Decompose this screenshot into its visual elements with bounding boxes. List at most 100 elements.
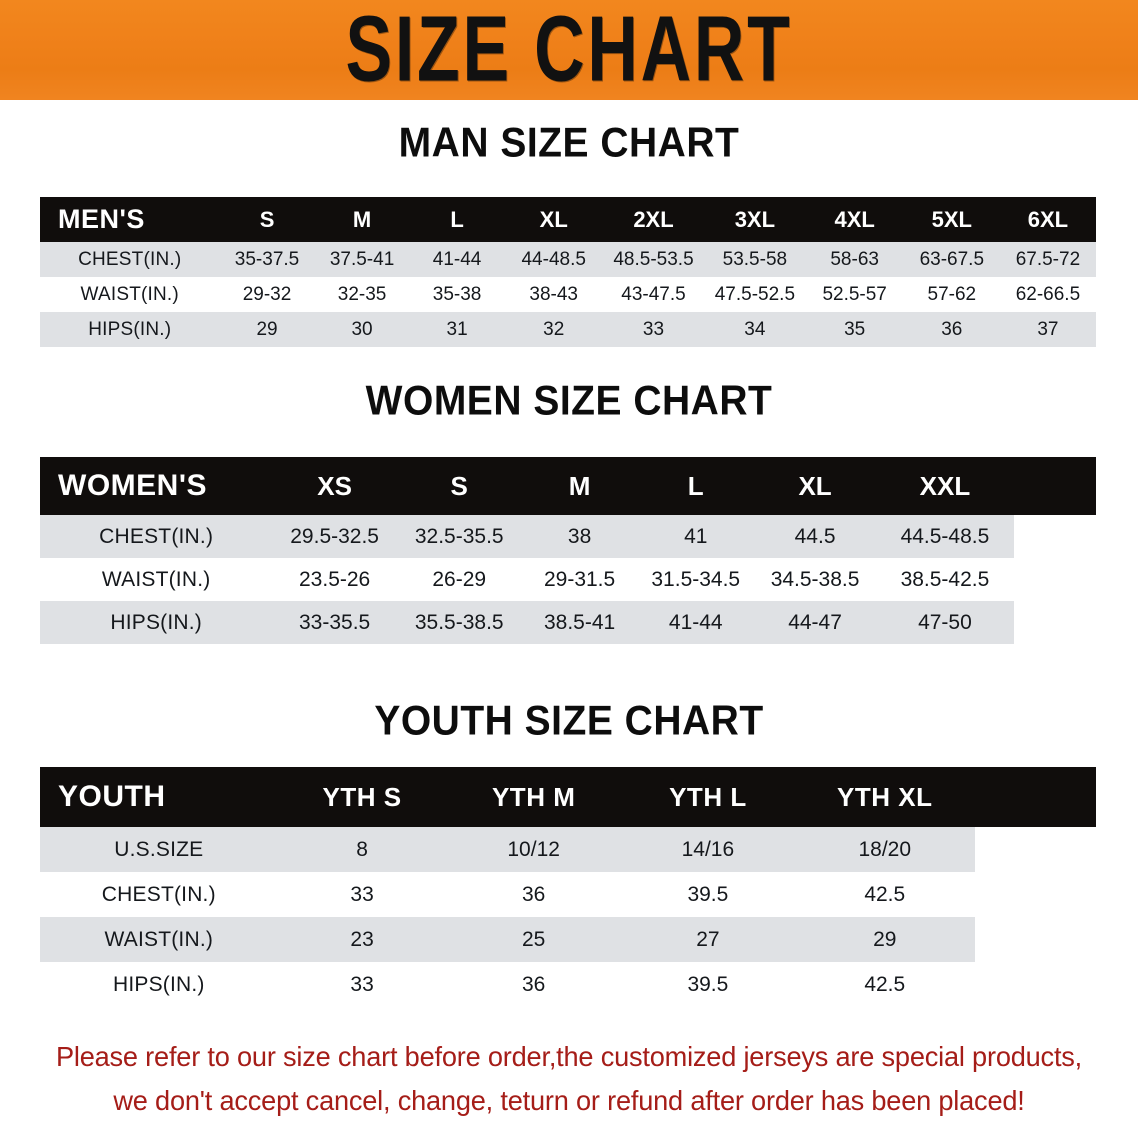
- table-row: HIPS(IN.) 29 30 31 32 33 34 35 36 37: [40, 312, 1096, 347]
- youth-row-spacer: [974, 962, 1096, 1007]
- men-size-header-xl: XL: [539, 206, 568, 232]
- women-chest-m: 38: [567, 524, 592, 548]
- women-waist-m: 29-31.5: [543, 567, 616, 591]
- men-chest-xl: 44-48.5: [521, 248, 586, 270]
- men-size-header-s: S: [259, 206, 275, 232]
- youth-chest-xl: 42.5: [864, 882, 906, 906]
- men-size-header-6xl: 6XL: [1027, 206, 1069, 232]
- men-corner-label: MEN'S: [58, 204, 145, 234]
- men-size-header-5xl: 5XL: [931, 206, 972, 232]
- youth-us-size-xl: 18/20: [858, 837, 912, 861]
- women-row-spacer: [1013, 558, 1096, 601]
- men-waist-l: 35-38: [432, 283, 482, 305]
- table-row: WAIST(IN.) 29-32 32-35 35-38 38-43 43-47…: [40, 277, 1096, 312]
- men-size-header-m: M: [352, 206, 372, 232]
- youth-waist-l: 27: [696, 927, 720, 951]
- table-row: WAIST(IN.) 23.5-26 26-29 29-31.5 31.5-34…: [40, 558, 1096, 601]
- youth-table-head: YOUTH YTH S YTH M YTH L YTH XL: [40, 767, 1096, 827]
- table-row: WAIST(IN.) 23 25 27 29: [40, 917, 1096, 962]
- men-waist-6xl: 62-66.5: [1015, 283, 1081, 305]
- youth-size-header-m: YTH M: [491, 781, 576, 812]
- women-size-header-s: S: [450, 470, 468, 501]
- men-header-row: MEN'S S M L XL 2XL 3XL 4XL 5XL 6XL: [40, 197, 1096, 242]
- women-size-table: WOMEN'S XS S M L XL XXL CHEST(IN.) 29.5-…: [40, 457, 1096, 644]
- women-hips-xs: 33-35.5: [299, 610, 371, 634]
- page-title: SIZE CHART: [345, 0, 793, 100]
- men-chest-4xl: 58-63: [830, 248, 879, 270]
- women-chest-xxl: 44.5-48.5: [900, 524, 990, 548]
- disclaimer-line-1: Please refer to our size chart before or…: [55, 1041, 1083, 1072]
- youth-header-spacer: [975, 767, 1096, 827]
- men-chest-5xl: 63-67.5: [919, 248, 985, 270]
- table-row: CHEST(IN.) 29.5-32.5 32.5-35.5 38 41 44.…: [40, 515, 1096, 558]
- women-row-spacer: [1013, 515, 1096, 558]
- women-size-header-m: M: [568, 470, 591, 501]
- women-table: WOMEN'S XS S M L XL XXL CHEST(IN.) 29.5-…: [40, 457, 1096, 644]
- youth-corner-label: YOUTH: [58, 780, 166, 813]
- men-size-header-4xl: 4XL: [834, 206, 875, 232]
- men-size-header-3xl: 3XL: [734, 206, 776, 232]
- men-table-body: CHEST(IN.) 35-37.5 37.5-41 41-44 44-48.5…: [40, 242, 1096, 347]
- women-chest-l: 41: [684, 524, 708, 548]
- women-chest-xl: 44.5: [794, 524, 836, 548]
- youth-hips-l: 39.5: [687, 972, 729, 996]
- women-waist-l: 31.5-34.5: [651, 567, 741, 591]
- youth-hips-m: 36: [521, 972, 546, 996]
- men-waist-s: 29-32: [242, 283, 292, 305]
- table-row: HIPS(IN.) 33-35.5 35.5-38.5 38.5-41 41-4…: [40, 601, 1096, 644]
- page-banner: SIZE CHART: [0, 0, 1138, 100]
- youth-row-label-us-size: U.S.SIZE: [114, 837, 204, 861]
- women-hips-s: 35.5-38.5: [414, 610, 504, 634]
- women-hips-xxl: 47-50: [918, 610, 972, 634]
- men-chest-m: 37.5-41: [329, 248, 395, 270]
- women-hips-xl: 44-47: [788, 610, 842, 634]
- men-hips-s: 29: [256, 318, 278, 340]
- men-size-table: MEN'S S M L XL 2XL 3XL 4XL 5XL 6XL CHEST…: [40, 197, 1096, 347]
- table-row: U.S.SIZE 8 10/12 14/16 18/20: [40, 827, 1096, 872]
- youth-hips-xl: 42.5: [864, 972, 906, 996]
- youth-us-size-l: 14/16: [681, 837, 735, 861]
- men-waist-3xl: 47.5-52.5: [714, 283, 796, 305]
- youth-table: YOUTH YTH S YTH M YTH L YTH XL U.S.SIZE …: [40, 767, 1096, 1007]
- men-hips-xl: 32: [543, 318, 565, 340]
- youth-size-table: YOUTH YTH S YTH M YTH L YTH XL U.S.SIZE …: [40, 767, 1096, 1007]
- women-row-label-waist: WAIST(IN.): [101, 567, 211, 591]
- youth-header-row: YOUTH YTH S YTH M YTH L YTH XL: [40, 767, 1096, 827]
- men-chest-3xl: 53.5-58: [722, 248, 788, 270]
- men-table: MEN'S S M L XL 2XL 3XL 4XL 5XL 6XL CHEST…: [40, 197, 1096, 347]
- men-waist-xl: 38-43: [529, 283, 579, 305]
- men-chest-6xl: 67.5-72: [1015, 248, 1081, 270]
- women-size-header-xs: XS: [317, 470, 352, 501]
- youth-row-label-waist: WAIST(IN.): [104, 927, 214, 951]
- women-corner-label: WOMEN'S: [58, 469, 207, 502]
- women-waist-xl: 34.5-38.5: [770, 567, 860, 591]
- men-chest-l: 41-44: [432, 248, 482, 270]
- men-table-head: MEN'S S M L XL 2XL 3XL 4XL 5XL 6XL: [40, 197, 1096, 242]
- table-row: CHEST(IN.) 33 36 39.5 42.5: [40, 872, 1096, 917]
- youth-section-title: YOUTH SIZE CHART: [374, 698, 764, 745]
- women-row-label-chest: CHEST(IN.): [99, 524, 214, 548]
- women-header-row: WOMEN'S XS S M L XL XXL: [40, 457, 1096, 515]
- men-hips-2xl: 33: [642, 318, 665, 340]
- men-hips-5xl: 36: [941, 318, 963, 340]
- men-waist-4xl: 52.5-57: [822, 283, 887, 305]
- youth-row-spacer: [974, 872, 1096, 917]
- youth-row-label-hips: HIPS(IN.): [112, 972, 205, 996]
- women-hips-l: 41-44: [668, 610, 723, 634]
- youth-size-header-xl: YTH XL: [837, 781, 933, 812]
- women-size-header-xxl: XXL: [919, 470, 971, 501]
- youth-us-size-s: 8: [356, 837, 368, 861]
- men-waist-5xl: 57-62: [927, 283, 977, 305]
- youth-chest-m: 36: [521, 882, 546, 906]
- women-waist-s: 26-29: [432, 567, 487, 591]
- women-chest-s: 32.5-35.5: [414, 524, 504, 548]
- youth-size-header-l: YTH L: [669, 781, 747, 812]
- women-row-spacer: [1013, 601, 1096, 644]
- youth-row-spacer: [974, 917, 1096, 962]
- youth-waist-s: 23: [350, 927, 374, 951]
- youth-waist-m: 25: [521, 927, 546, 951]
- youth-chest-l: 39.5: [687, 882, 729, 906]
- table-row: CHEST(IN.) 35-37.5 37.5-41 41-44 44-48.5…: [40, 242, 1096, 277]
- women-waist-xxl: 38.5-42.5: [900, 567, 990, 591]
